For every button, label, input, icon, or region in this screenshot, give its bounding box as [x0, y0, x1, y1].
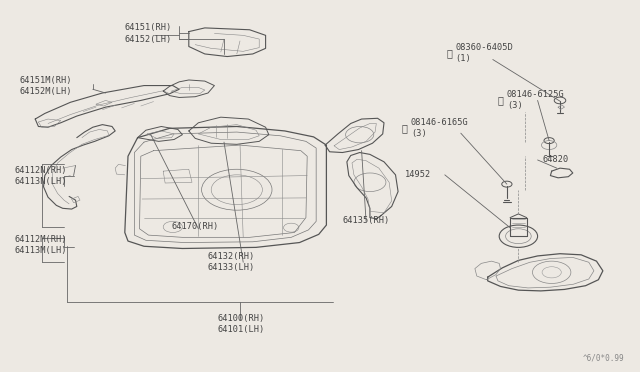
- Text: 64151M(RH)
64152M(LH): 64151M(RH) 64152M(LH): [19, 76, 72, 96]
- Text: 08146-6125G
(3): 08146-6125G (3): [507, 90, 564, 110]
- Text: 14952: 14952: [404, 170, 431, 179]
- Text: 64820: 64820: [543, 155, 569, 164]
- Text: 64170(RH): 64170(RH): [172, 222, 219, 231]
- Text: 64112M(RH)
64113M(LH): 64112M(RH) 64113M(LH): [14, 235, 67, 255]
- Text: Ⓑ: Ⓑ: [402, 124, 408, 133]
- Text: Ⓢ: Ⓢ: [447, 48, 452, 58]
- Text: 08360-6405D
(1): 08360-6405D (1): [456, 43, 513, 63]
- Text: 64132(RH)
64133(LH): 64132(RH) 64133(LH): [208, 252, 255, 272]
- Text: ^6/0*0.99: ^6/0*0.99: [582, 354, 624, 363]
- Text: 64112N(RH)
64113N(LH): 64112N(RH) 64113N(LH): [14, 166, 67, 186]
- Text: 64151(RH)
64152(LH): 64151(RH) 64152(LH): [125, 23, 172, 44]
- Text: 64100(RH)
64101(LH): 64100(RH) 64101(LH): [218, 314, 265, 334]
- Text: 64135(RH): 64135(RH): [342, 216, 390, 225]
- Text: 08146-6165G
(3): 08146-6165G (3): [411, 118, 468, 138]
- Text: Ⓑ: Ⓑ: [498, 95, 504, 105]
